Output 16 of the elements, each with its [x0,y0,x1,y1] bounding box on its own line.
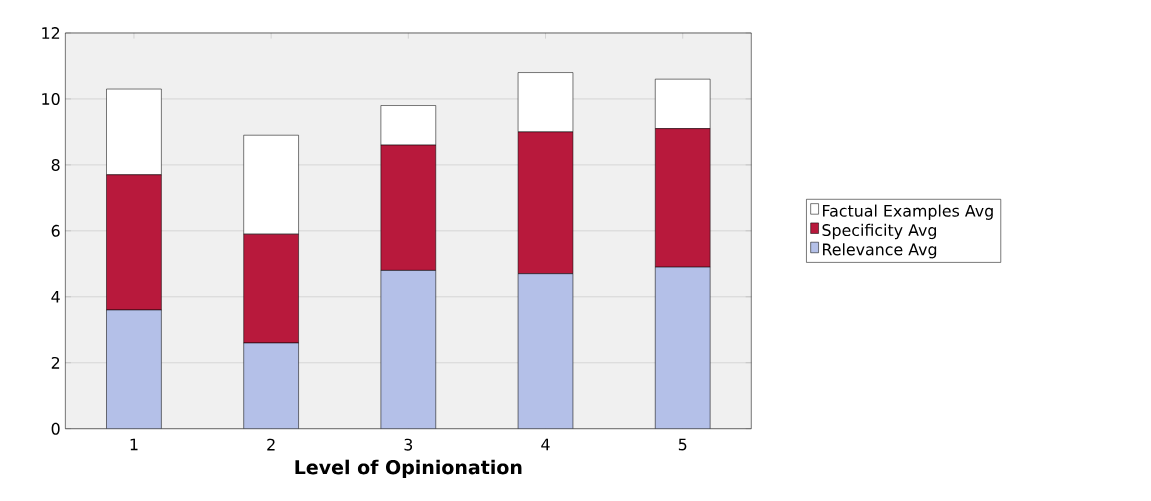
x-tick-label: 4 [541,438,550,451]
y-tick-label: 2 [51,356,60,369]
legend-label: Specificity Avg [822,223,936,240]
y-tick-label: 10 [42,92,60,105]
legend-label: Relevance Avg [823,243,937,259]
y-tick-label: 4 [51,290,60,303]
legend-label: Factual Examples Avg [823,204,993,220]
y-tick-label: 6 [51,224,60,237]
x-tick-label: 3 [404,438,413,451]
x-tick-label: 1 [130,438,138,451]
y-tick-label: 8 [51,158,60,171]
y-tick-label: 0 [51,422,60,435]
x-axis-title: Level of Opinionation [295,459,522,478]
x-tick-label: 2 [267,438,275,451]
x-tick-label: 5 [678,438,687,451]
y-tick-label: 12 [42,26,60,39]
